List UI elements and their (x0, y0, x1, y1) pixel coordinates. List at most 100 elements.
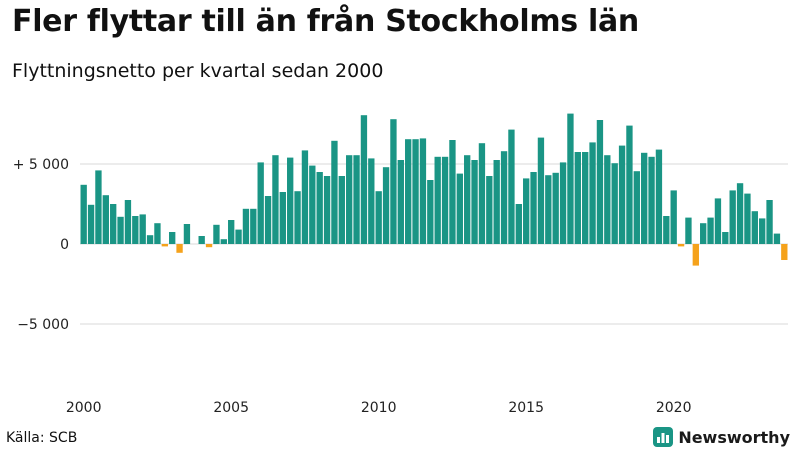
bar (707, 217, 714, 244)
bar (117, 216, 124, 244)
source-note: Källa: SCB (6, 430, 78, 446)
bar (110, 204, 117, 244)
bar (700, 223, 707, 244)
bar (751, 211, 758, 244)
bar (161, 244, 168, 247)
y-tick-label: −5 000 (17, 317, 69, 333)
bar (722, 232, 729, 244)
bar (301, 150, 309, 244)
bar (250, 208, 257, 244)
bar (530, 172, 537, 244)
bar (574, 152, 581, 244)
bar (95, 170, 102, 244)
bar (677, 244, 685, 247)
bar (309, 165, 316, 244)
bar (102, 195, 109, 244)
bar (279, 192, 286, 244)
bar (759, 218, 766, 244)
bar-chart: −5 000 0 + 5 000 2000 2005 2010 2015 2020 (13, 113, 788, 416)
bar (235, 229, 242, 244)
bar (353, 155, 360, 244)
bar (382, 167, 390, 244)
bar (478, 143, 486, 244)
bar (169, 232, 176, 244)
bar (213, 224, 220, 244)
bar (294, 191, 301, 244)
bar (176, 244, 183, 253)
bar (346, 155, 353, 244)
bar (641, 152, 648, 244)
bar (523, 178, 530, 244)
brand-logo[interactable]: Newsworthy (653, 426, 790, 448)
y-tick-label: + 5 000 (13, 157, 69, 173)
bar (331, 140, 338, 244)
bar (449, 140, 456, 244)
bar (663, 216, 670, 244)
x-tick-label: 2020 (656, 400, 692, 416)
bar (781, 244, 788, 260)
bar (198, 236, 205, 244)
bar (633, 171, 640, 244)
bar (323, 176, 331, 244)
brand-name: Newsworthy (678, 427, 790, 447)
bar (264, 196, 272, 244)
bar (412, 139, 419, 244)
x-tick-label: 2015 (508, 400, 544, 416)
bar (375, 191, 382, 244)
bar (464, 155, 471, 244)
bar (441, 156, 449, 244)
bar (559, 162, 567, 244)
bar (397, 160, 404, 244)
bar (205, 244, 213, 248)
bar (287, 157, 294, 244)
bar (744, 193, 751, 244)
bar (427, 180, 434, 244)
bar (552, 172, 559, 244)
bar (493, 160, 500, 244)
bar (360, 115, 368, 244)
bar (257, 162, 264, 244)
bar (670, 190, 677, 244)
bar (124, 200, 132, 244)
bar (596, 120, 604, 244)
bar (139, 214, 146, 244)
y-tick-label: 0 (60, 237, 69, 253)
bar (567, 113, 574, 244)
bar (154, 223, 161, 244)
bar (132, 216, 139, 244)
bar (456, 173, 463, 244)
bar-chart-logo-icon (653, 427, 674, 447)
bar (618, 145, 626, 244)
bar (242, 208, 250, 244)
bar (338, 176, 345, 244)
bar (486, 176, 493, 244)
bar (604, 155, 611, 244)
x-tick-label: 2000 (66, 400, 102, 416)
bar (390, 119, 397, 244)
chart-title: Fler flyttar till än från Stockholms län (12, 4, 639, 39)
bar (405, 139, 412, 244)
bar (729, 190, 736, 244)
bar (471, 160, 478, 244)
bar (648, 156, 655, 244)
bar (611, 163, 618, 244)
bar (183, 224, 191, 244)
bar (626, 125, 633, 244)
bar (773, 233, 781, 244)
bar (316, 172, 323, 244)
bar (545, 175, 552, 244)
bar (766, 200, 773, 244)
bar (655, 149, 663, 244)
bar (87, 204, 95, 244)
bar (419, 138, 427, 244)
x-tick-label: 2010 (361, 400, 397, 416)
bar (146, 235, 154, 244)
bar (537, 137, 545, 244)
bar (368, 158, 375, 244)
bar (692, 244, 699, 266)
bar (714, 198, 722, 244)
bar (272, 155, 279, 244)
bar (228, 220, 235, 244)
chart-subtitle: Flyttningsnetto per kvartal sedan 2000 (12, 60, 384, 82)
bar (500, 151, 508, 244)
